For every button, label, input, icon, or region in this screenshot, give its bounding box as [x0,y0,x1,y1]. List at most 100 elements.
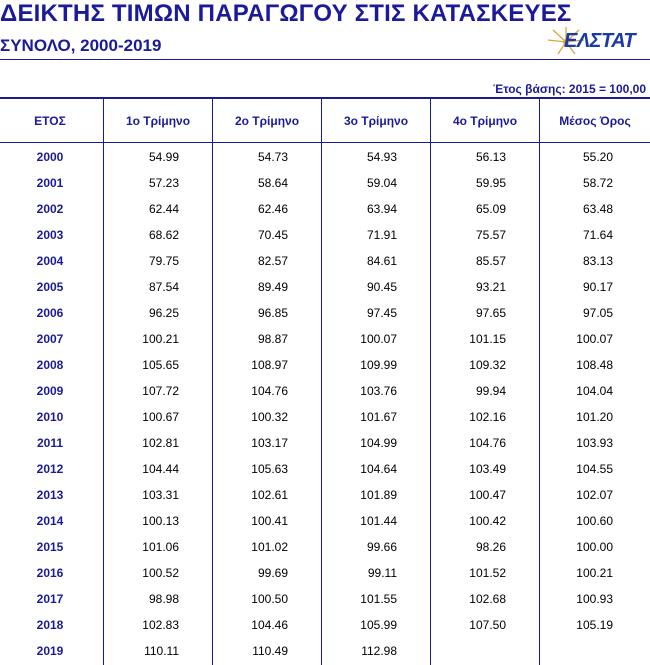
cell-q3: 112.98 [361,644,397,658]
cell-q4: 104.76 [469,436,506,450]
cell-year: 2014 [36,514,64,528]
cell-q4: 103.49 [469,462,506,476]
cell-year: 2012 [36,462,64,476]
cell-q3: 100.07 [360,332,397,346]
cell-q2: 100.32 [251,410,288,424]
cell-q1: 98.98 [148,592,179,606]
cell-year: 2006 [36,306,64,320]
table-row: 2006 96.25 96.85 97.45 97.65 97.05 [0,300,650,326]
cell-q2: 100.41 [251,514,288,528]
col-header-q1: 1ο Τρίμηνο [125,113,191,128]
cell-q1: 68.62 [148,228,179,242]
table-row: 2005 87.54 89.49 90.45 93.21 90.17 [0,274,650,300]
table-row: 2004 79.75 82.57 84.61 85.57 83.13 [0,248,650,274]
cell-year: 2018 [36,618,64,632]
table-top-border [0,97,650,99]
cell-q1: 100.13 [142,514,179,528]
page-subtitle: ΣΥΝΟΛΟ, 2000-2019 [0,36,162,55]
cell-year: 2013 [36,488,64,502]
cell-average: 90.17 [582,280,613,294]
table-row: 2007 100.21 98.87 100.07 101.15 100.07 [0,326,650,352]
cell-q3: 104.99 [360,436,397,450]
cell-q1: 101.06 [142,540,179,554]
cell-q3: 101.89 [360,488,397,502]
cell-q1: 104.44 [142,462,179,476]
cell-average: 100.00 [576,540,613,554]
cell-q1: 107.72 [142,384,179,398]
cell-q1: 100.52 [142,566,179,580]
cell-q4: 98.26 [475,540,506,554]
cell-q4: 102.68 [469,592,506,606]
table-row: 2000 54.99 54.73 54.93 56.13 55.20 [0,144,650,170]
table-row: 2003 68.62 70.45 71.91 75.57 71.64 [0,222,650,248]
col-header-average: Μέσος Όρος [559,113,631,128]
cell-q4: 101.15 [469,332,506,346]
cell-q4: 97.65 [475,306,506,320]
cell-q2: 102.61 [251,488,288,502]
cell-q2: 105.63 [251,462,288,476]
cell-q2: 101.02 [251,540,288,554]
table-row: 2002 62.44 62.46 63.94 65.09 63.48 [0,196,650,222]
cell-year: 2000 [36,150,64,164]
cell-q2: 104.46 [251,618,288,632]
cell-q1: 79.75 [148,254,179,268]
cell-average: 100.93 [576,592,613,606]
cell-q1: 100.67 [142,410,179,424]
col-divider [321,99,322,665]
cell-year: 2005 [36,280,64,294]
cell-q4: 65.09 [475,202,506,216]
cell-q1: 62.44 [148,202,179,216]
cell-average: 104.04 [576,384,613,398]
sun-star-icon [547,27,585,55]
cell-year: 2002 [36,202,64,216]
table-row: 2013 103.31 102.61 101.89 100.47 102.07 [0,482,650,508]
cell-q2: 82.57 [257,254,288,268]
cell-average: 97.05 [582,306,613,320]
col-divider [430,99,431,665]
cell-q3: 59.04 [366,176,397,190]
col-header-year: ΕΤΟΣ [34,113,66,128]
cell-q3: 109.99 [360,358,397,372]
cell-q4: 99.94 [475,384,506,398]
cell-q3: 63.94 [366,202,397,216]
base-year-note: Έτος βάσης: 2015 = 100,00 [492,82,646,96]
table-row: 2018 102.83 104.46 105.99 107.50 105.19 [0,612,650,638]
cell-average: 100.21 [576,566,613,580]
cell-q2: 99.69 [257,566,288,580]
cell-average: 101.20 [576,410,613,424]
cell-q3: 71.91 [366,228,397,242]
table-row: 2015 101.06 101.02 99.66 98.26 100.00 [0,534,650,560]
col-divider [539,99,540,665]
cell-q4: 100.47 [469,488,506,502]
cell-average: 100.07 [576,332,613,346]
cell-q1: 57.23 [148,176,179,190]
table-row: 2019 110.11 110.49 112.98 [0,638,650,664]
cell-q3: 101.55 [360,592,397,606]
cell-q3: 97.45 [366,306,397,320]
cell-q2: 100.50 [251,592,288,606]
cell-year: 2015 [36,540,64,554]
cell-average: 58.72 [582,176,613,190]
cell-average: 83.13 [582,254,613,268]
table-row: 2012 104.44 105.63 104.64 103.49 104.55 [0,456,650,482]
cell-q2: 103.17 [251,436,288,450]
cell-q2: 89.49 [257,280,288,294]
header-bottom-border [0,142,650,143]
col-divider [103,99,104,665]
cell-q4: 109.32 [469,358,506,372]
cell-q4: 85.57 [475,254,506,268]
cell-year: 2007 [36,332,64,346]
cell-q3: 90.45 [366,280,397,294]
cell-year: 2004 [36,254,64,268]
cell-q2: 108.97 [251,358,288,372]
cell-average: 102.07 [576,488,613,502]
cell-year: 2003 [36,228,64,242]
cell-average: 100.60 [576,514,613,528]
cell-q4: 101.52 [469,566,506,580]
cell-q4: 56.13 [475,150,506,164]
cell-q1: 54.99 [148,150,179,164]
cell-q1: 102.83 [142,618,179,632]
logo-text: ΕΛΣΤΑΤ [564,30,636,52]
table-row: 2011 102.81 103.17 104.99 104.76 103.93 [0,430,650,456]
cell-q3: 103.76 [360,384,397,398]
